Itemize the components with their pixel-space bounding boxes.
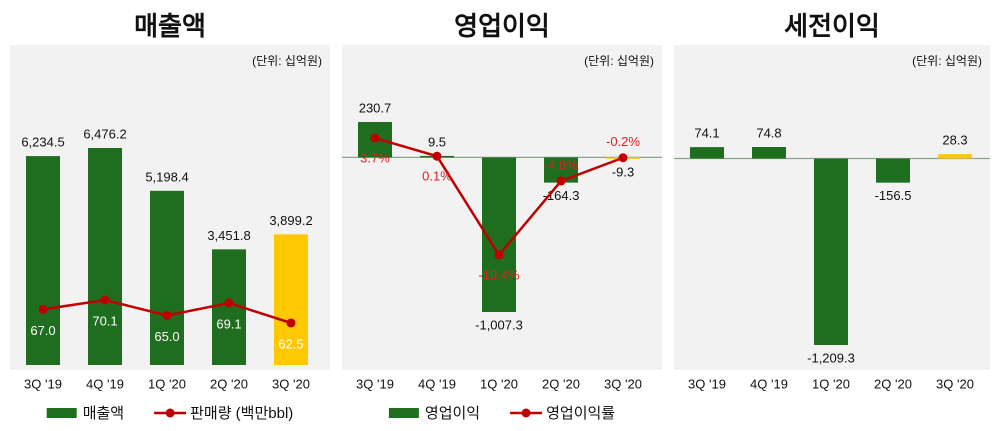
bar-value-label: 3,899.2	[269, 213, 312, 228]
unit-note: (단위: 십억원)	[252, 54, 322, 68]
line-point	[494, 250, 504, 260]
bar	[876, 158, 910, 183]
unit-note: (단위: 십억원)	[584, 54, 654, 68]
bar-value-label: 74.1	[694, 126, 719, 141]
unit-note: (단위: 십억원)	[912, 54, 982, 68]
chart-title: 세전이익	[784, 11, 880, 41]
line-point	[162, 310, 172, 320]
line-value-label: -0.2%	[606, 134, 640, 149]
line-point	[618, 153, 628, 163]
legend: 영업이익 영업이익률	[388, 405, 615, 422]
bar-value-label: -1,007.3	[475, 317, 523, 332]
line-point	[224, 298, 234, 308]
x-tick-label: 3Q '19	[688, 376, 726, 391]
line-value-label: 67.0	[30, 323, 55, 338]
bar	[88, 148, 122, 365]
chart-title: 영업이익	[454, 11, 550, 41]
x-tick-label: 4Q '19	[86, 376, 124, 391]
bar-value-label: 74.8	[756, 125, 781, 140]
bar-value-label: 5,198.4	[145, 169, 188, 184]
bar-value-label: 3,451.8	[207, 228, 250, 243]
line-value-label: 70.1	[92, 313, 117, 328]
bar-value-label: 6,476.2	[83, 126, 126, 141]
bar-value-label: 230.7	[359, 100, 392, 115]
legend-label: 영업이익	[425, 405, 480, 422]
bar	[814, 158, 848, 345]
bar	[274, 234, 308, 365]
line-value-label: -4.8%	[544, 157, 578, 172]
x-tick-label: 2Q '20	[542, 376, 580, 391]
bar	[690, 147, 724, 159]
x-tick-label: 1Q '20	[480, 376, 518, 391]
line-point	[556, 176, 566, 186]
legend-swatch	[521, 408, 531, 418]
x-tick-label: 2Q '20	[210, 376, 248, 391]
x-tick-label: 4Q '19	[418, 376, 456, 391]
bar	[150, 190, 184, 365]
x-tick-label: 1Q '20	[148, 376, 186, 391]
bar-value-label: -9.3	[612, 164, 634, 179]
bar-value-label: 28.3	[942, 133, 967, 148]
x-tick-label: 3Q '20	[272, 376, 310, 391]
bar	[752, 147, 786, 159]
x-tick-label: 3Q '19	[356, 376, 394, 391]
legend-label: 판매량 (백만bbl)	[190, 405, 293, 422]
line-value-label: 62.5	[278, 336, 303, 351]
legend-label: 매출액	[83, 405, 124, 422]
legend: 매출액 판매량 (백만bbl)	[46, 405, 293, 422]
line-point	[100, 295, 110, 305]
x-tick-label: 3Q '20	[604, 376, 642, 391]
bar-value-label: 9.5	[428, 134, 446, 149]
line-point	[370, 133, 380, 143]
line-value-label: 69.1	[216, 316, 241, 331]
x-tick-label: 1Q '20	[812, 376, 850, 391]
x-tick-label: 2Q '20	[874, 376, 912, 391]
bar-value-label: -156.5	[875, 188, 912, 203]
x-tick-label: 3Q '19	[24, 376, 62, 391]
line-value-label: 65.0	[154, 329, 179, 344]
line-point	[432, 151, 442, 161]
legend-swatch	[165, 408, 175, 418]
bar-value-label: 6,234.5	[21, 135, 64, 150]
x-tick-label: 3Q '20	[936, 376, 974, 391]
line-value-label: -19.4%	[478, 267, 520, 282]
legend-label: 영업이익률	[546, 405, 615, 422]
bar-value-label: -1,209.3	[807, 350, 855, 365]
bar	[938, 154, 972, 159]
bar	[26, 156, 60, 365]
x-tick-label: 4Q '19	[750, 376, 788, 391]
line-point	[286, 318, 296, 328]
line-value-label: 0.1%	[422, 169, 452, 184]
legend-swatch	[46, 408, 77, 418]
legend-swatch	[388, 408, 419, 418]
chart-title: 매출액	[134, 11, 206, 41]
line-point	[38, 304, 48, 314]
line-value-label: 3.7%	[360, 150, 390, 165]
